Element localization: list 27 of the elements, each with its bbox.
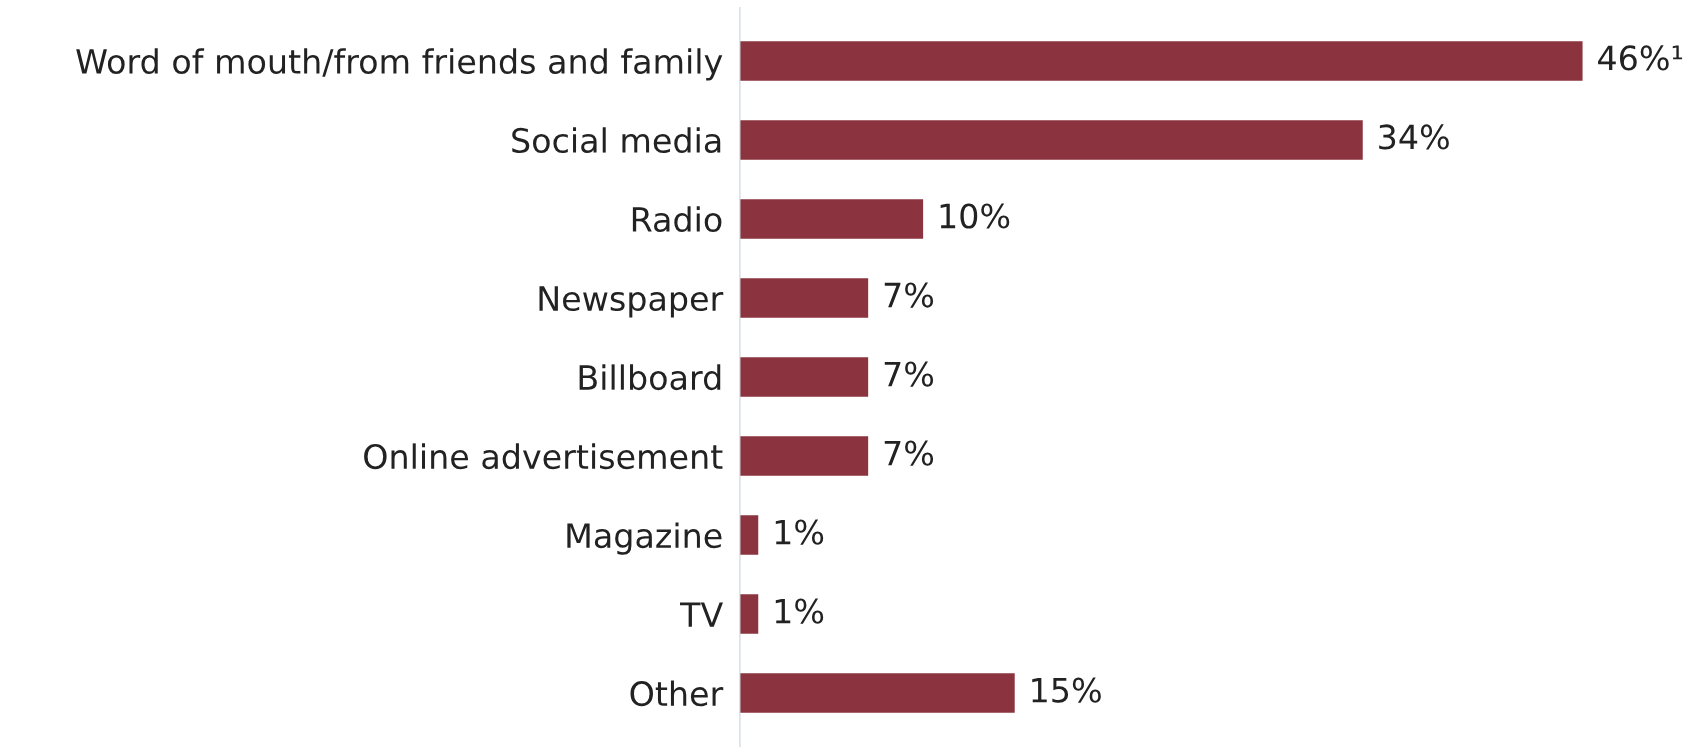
data-label: 7% (884, 361, 934, 387)
y-tick-label: TV (680, 602, 723, 627)
bar (739, 436, 869, 476)
bar (739, 120, 1363, 160)
y-tick-label: Word of mouth/from friends and family (76, 48, 723, 81)
data-label: 34% (1379, 124, 1449, 150)
data-label: 15% (1032, 677, 1101, 703)
y-tick-label: Online advertisement (364, 443, 723, 470)
data-label: 10% (940, 203, 1010, 229)
y-tick-label: Magazine (567, 522, 722, 555)
bar (739, 357, 869, 397)
y-tick-label: Other (630, 680, 724, 707)
data-label: 1% (775, 598, 824, 624)
y-tick-label: Billboard (579, 364, 721, 391)
bar (739, 594, 759, 634)
bar (739, 515, 759, 555)
bar (739, 41, 1583, 81)
y-tick-label: Social media (512, 127, 721, 154)
data-label: 1% (775, 519, 824, 545)
bar (739, 673, 1015, 713)
y-tick-label: Newspaper (539, 286, 724, 318)
data-label: 7% (884, 282, 934, 308)
data-label: 46%¹ (1598, 45, 1683, 71)
y-tick-label: Radio (632, 206, 722, 233)
bar (739, 199, 924, 239)
bar (739, 278, 869, 318)
data-label: 7% (884, 440, 934, 466)
